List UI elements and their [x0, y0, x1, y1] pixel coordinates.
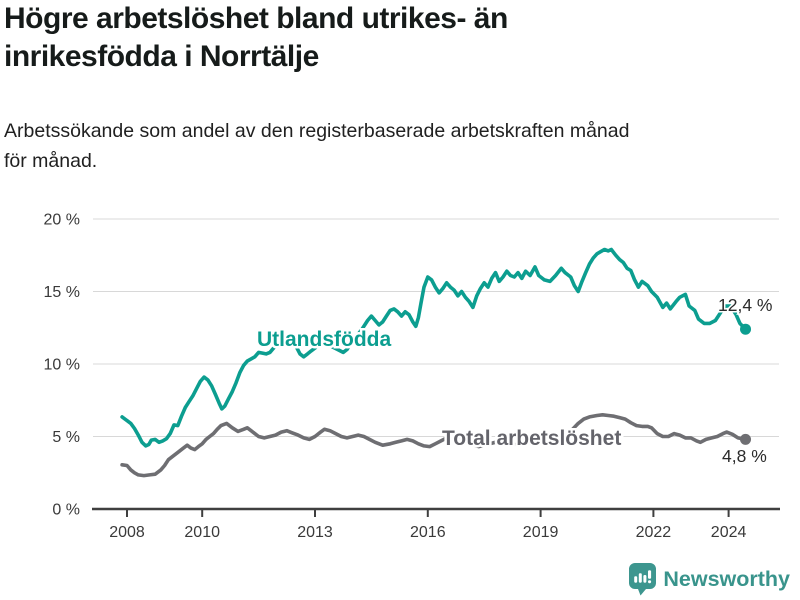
chart-subtitle: Arbetssökande som andel av den registerb… [4, 116, 790, 176]
x-tick-label: 2016 [410, 524, 446, 541]
y-tick-label: 5 % [52, 429, 80, 446]
y-tick-label: 10 % [44, 357, 80, 374]
series-line-utlandsf-dda [120, 247, 748, 448]
y-tick-label: 20 % [44, 212, 80, 229]
x-tick-label: 2010 [184, 524, 220, 541]
series-label-utlandsfodda: Utlandsfödda [257, 328, 391, 351]
newsworthy-logo[interactable]: Newsworthy [629, 563, 790, 596]
x-tick-label: 2019 [523, 524, 559, 541]
newsworthy-logo-text: Newsworthy [663, 567, 790, 591]
series-line-total-arbetsl-shet [120, 412, 748, 478]
axes: 0 % 5 % 10 % 15 % 20 % 2008 2010 2013 2016 2019 20… [44, 212, 780, 541]
x-tick-label: 2024 [711, 524, 747, 541]
series-label-total: Total arbetslöshet [442, 427, 621, 450]
y-tick-label: 0 % [52, 502, 80, 519]
x-tick-label: 2022 [636, 524, 672, 541]
end-value-label-total: 4,8 % [722, 446, 767, 466]
chart-subtitle-line1: Arbetssökande som andel av den registerb… [4, 120, 630, 142]
chart-title: Högre arbetslöshet bland utrikes- än inri… [4, 0, 784, 76]
x-tick-label: 2008 [109, 524, 145, 541]
end-value-label-utlandsfodda: 12,4 % [718, 295, 772, 315]
series-end-dot [740, 433, 752, 445]
newsworthy-logo-icon [629, 563, 657, 596]
gridlines [93, 218, 779, 437]
chart-title-line2: inrikesfödda i Norrtälje [4, 40, 319, 73]
series-lines [120, 247, 752, 478]
x-tick-label: 2013 [297, 524, 333, 541]
chart-title-line1: Högre arbetslöshet bland utrikes- än [4, 2, 508, 35]
chart-subtitle-line2: för månad. [4, 150, 98, 172]
y-tick-label: 15 % [44, 284, 80, 301]
series-end-dot [740, 323, 752, 335]
